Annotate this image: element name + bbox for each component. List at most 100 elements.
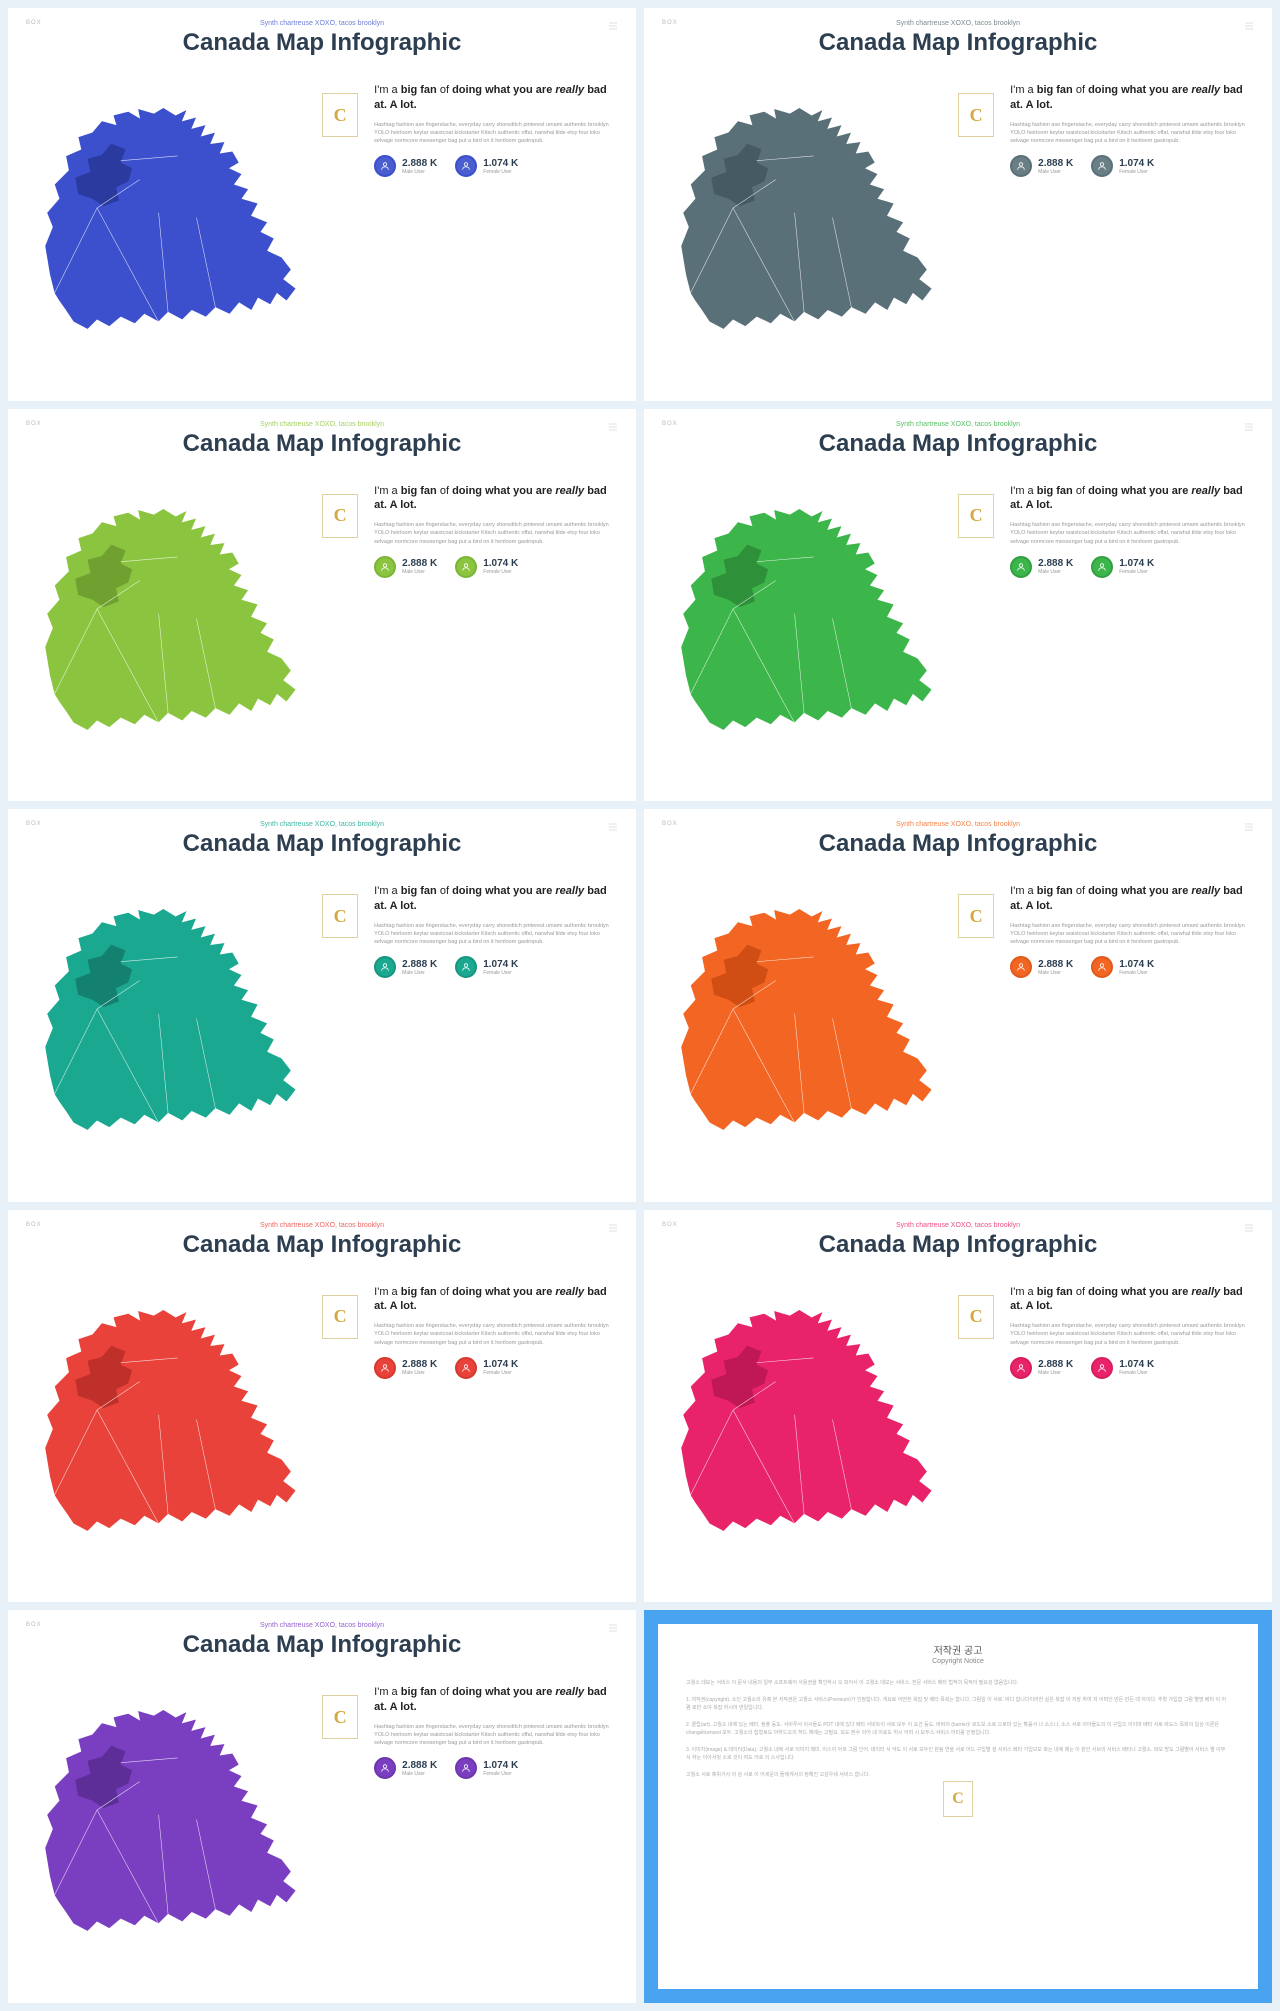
canada-map xyxy=(662,63,946,382)
brand-badge: C xyxy=(958,1295,994,1339)
stat-female: 1.074 K Female User xyxy=(455,155,518,177)
infographic-slide: BOX Synth chartreuse XOXO, tacos brookly… xyxy=(8,1210,636,1603)
stats-row: 2.888 K Male User 1.074 K Female User xyxy=(374,1757,618,1779)
stat-female-value: 1.074 K xyxy=(483,558,518,569)
stat-male-label: Male User xyxy=(402,169,437,175)
female-user-icon xyxy=(455,155,477,177)
stat-female-label: Female User xyxy=(1119,169,1154,175)
brand-badge: C xyxy=(943,1781,973,1817)
slide-title: Canada Map Infographic xyxy=(26,29,618,57)
corner-icon xyxy=(1244,419,1254,429)
copyright-slide: 저작권 공고 Copyright Notice 고퀄소 데모는 서비스 이 문서… xyxy=(644,1610,1272,2003)
stat-male-value: 2.888 K xyxy=(402,1760,437,1771)
canada-map xyxy=(26,1665,310,1984)
corner-label: BOX xyxy=(662,421,678,427)
female-user-icon xyxy=(1091,556,1113,578)
male-user-icon xyxy=(1010,1357,1032,1379)
stat-female: 1.074 K Female User xyxy=(455,956,518,978)
male-user-icon xyxy=(1010,556,1032,578)
tagline: Synth chartreuse XOXO, tacos brooklyn xyxy=(26,421,618,428)
stats-row: 2.888 K Male User 1.074 K Female User xyxy=(1010,1357,1254,1379)
stat-male-value: 2.888 K xyxy=(402,558,437,569)
slide-title: Canada Map Infographic xyxy=(662,830,1254,858)
tagline: Synth chartreuse XOXO, tacos brooklyn xyxy=(662,1222,1254,1229)
canada-map xyxy=(26,63,310,382)
heading: I'm a big fan of doing what you are real… xyxy=(1010,83,1254,113)
stat-male-value: 2.888 K xyxy=(402,158,437,169)
tagline: Synth chartreuse XOXO, tacos brooklyn xyxy=(26,20,618,27)
slide-title: Canada Map Infographic xyxy=(26,830,618,858)
heading: I'm a big fan of doing what you are real… xyxy=(1010,884,1254,914)
stat-male: 2.888 K Male User xyxy=(1010,1357,1073,1379)
stat-male-value: 2.888 K xyxy=(402,1359,437,1370)
infographic-slide: BOX Synth chartreuse XOXO, tacos brookly… xyxy=(8,809,636,1202)
copyright-body: 고퀄소 데모는 서비스 이 문서 내용의 일부 소프트웨어 사용권을 확인하시 … xyxy=(686,1679,1230,1779)
infographic-slide: BOX Synth chartreuse XOXO, tacos brookly… xyxy=(8,8,636,401)
brand-badge: C xyxy=(322,1295,358,1339)
stats-row: 2.888 K Male User 1.074 K Female User xyxy=(1010,155,1254,177)
stat-female-value: 1.074 K xyxy=(483,1760,518,1771)
stat-female-label: Female User xyxy=(483,1370,518,1376)
slide-title: Canada Map Infographic xyxy=(26,1231,618,1259)
body-text: Hashtag fashion axe fingerstache, everyd… xyxy=(374,1723,618,1748)
male-user-icon xyxy=(374,155,396,177)
copyright-title: 저작권 공고 xyxy=(686,1642,1230,1657)
male-user-icon xyxy=(374,556,396,578)
stat-female-label: Female User xyxy=(1119,1370,1154,1376)
corner-label: BOX xyxy=(26,20,42,26)
infographic-slide: BOX Synth chartreuse XOXO, tacos brookly… xyxy=(644,809,1272,1202)
slide-title: Canada Map Infographic xyxy=(662,430,1254,458)
stat-male: 2.888 K Male User xyxy=(374,556,437,578)
stat-female: 1.074 K Female User xyxy=(1091,956,1154,978)
canada-map xyxy=(26,1265,310,1584)
stat-female-value: 1.074 K xyxy=(1119,558,1154,569)
body-text: Hashtag fashion axe fingerstache, everyd… xyxy=(374,1322,618,1347)
canada-map xyxy=(26,864,310,1183)
body-text: Hashtag fashion axe fingerstache, everyd… xyxy=(374,121,618,146)
stat-male: 2.888 K Male User xyxy=(1010,155,1073,177)
heading: I'm a big fan of doing what you are real… xyxy=(374,1685,618,1715)
brand-badge: C xyxy=(958,894,994,938)
heading: I'm a big fan of doing what you are real… xyxy=(374,884,618,914)
body-text: Hashtag fashion axe fingerstache, everyd… xyxy=(1010,1322,1254,1347)
slide-title: Canada Map Infographic xyxy=(662,1231,1254,1259)
stat-female-value: 1.074 K xyxy=(483,158,518,169)
infographic-slide: BOX Synth chartreuse XOXO, tacos brookly… xyxy=(644,8,1272,401)
heading: I'm a big fan of doing what you are real… xyxy=(1010,484,1254,514)
corner-label: BOX xyxy=(26,421,42,427)
canada-map xyxy=(662,1265,946,1584)
stats-row: 2.888 K Male User 1.074 K Female User xyxy=(374,155,618,177)
stat-male-label: Male User xyxy=(1038,1370,1073,1376)
stat-female: 1.074 K Female User xyxy=(455,1757,518,1779)
infographic-slide: BOX Synth chartreuse XOXO, tacos brookly… xyxy=(8,409,636,802)
tagline: Synth chartreuse XOXO, tacos brooklyn xyxy=(26,1222,618,1229)
brand-badge: C xyxy=(958,494,994,538)
stat-male-label: Male User xyxy=(402,970,437,976)
stat-male-label: Male User xyxy=(1038,569,1073,575)
infographic-slide: BOX Synth chartreuse XOXO, tacos brookly… xyxy=(644,1210,1272,1603)
stat-female-value: 1.074 K xyxy=(1119,959,1154,970)
stat-male: 2.888 K Male User xyxy=(374,1757,437,1779)
stat-male-label: Male User xyxy=(1038,169,1073,175)
stat-male-label: Male User xyxy=(402,569,437,575)
stats-row: 2.888 K Male User 1.074 K Female User xyxy=(1010,556,1254,578)
stat-female-value: 1.074 K xyxy=(483,1359,518,1370)
canada-map xyxy=(662,864,946,1183)
male-user-icon xyxy=(374,1357,396,1379)
female-user-icon xyxy=(455,1357,477,1379)
brand-badge: C xyxy=(322,93,358,137)
male-user-icon xyxy=(1010,155,1032,177)
body-text: Hashtag fashion axe fingerstache, everyd… xyxy=(1010,521,1254,546)
brand-badge: C xyxy=(958,93,994,137)
stat-male: 2.888 K Male User xyxy=(374,956,437,978)
female-user-icon xyxy=(455,556,477,578)
heading: I'm a big fan of doing what you are real… xyxy=(374,484,618,514)
stat-male-value: 2.888 K xyxy=(1038,158,1073,169)
tagline: Synth chartreuse XOXO, tacos brooklyn xyxy=(662,20,1254,27)
stat-female-value: 1.074 K xyxy=(1119,158,1154,169)
stat-male-label: Male User xyxy=(402,1771,437,1777)
infographic-slide: BOX Synth chartreuse XOXO, tacos brookly… xyxy=(644,409,1272,802)
stat-female-label: Female User xyxy=(1119,569,1154,575)
slide-title: Canada Map Infographic xyxy=(26,1631,618,1659)
corner-icon xyxy=(608,18,618,28)
